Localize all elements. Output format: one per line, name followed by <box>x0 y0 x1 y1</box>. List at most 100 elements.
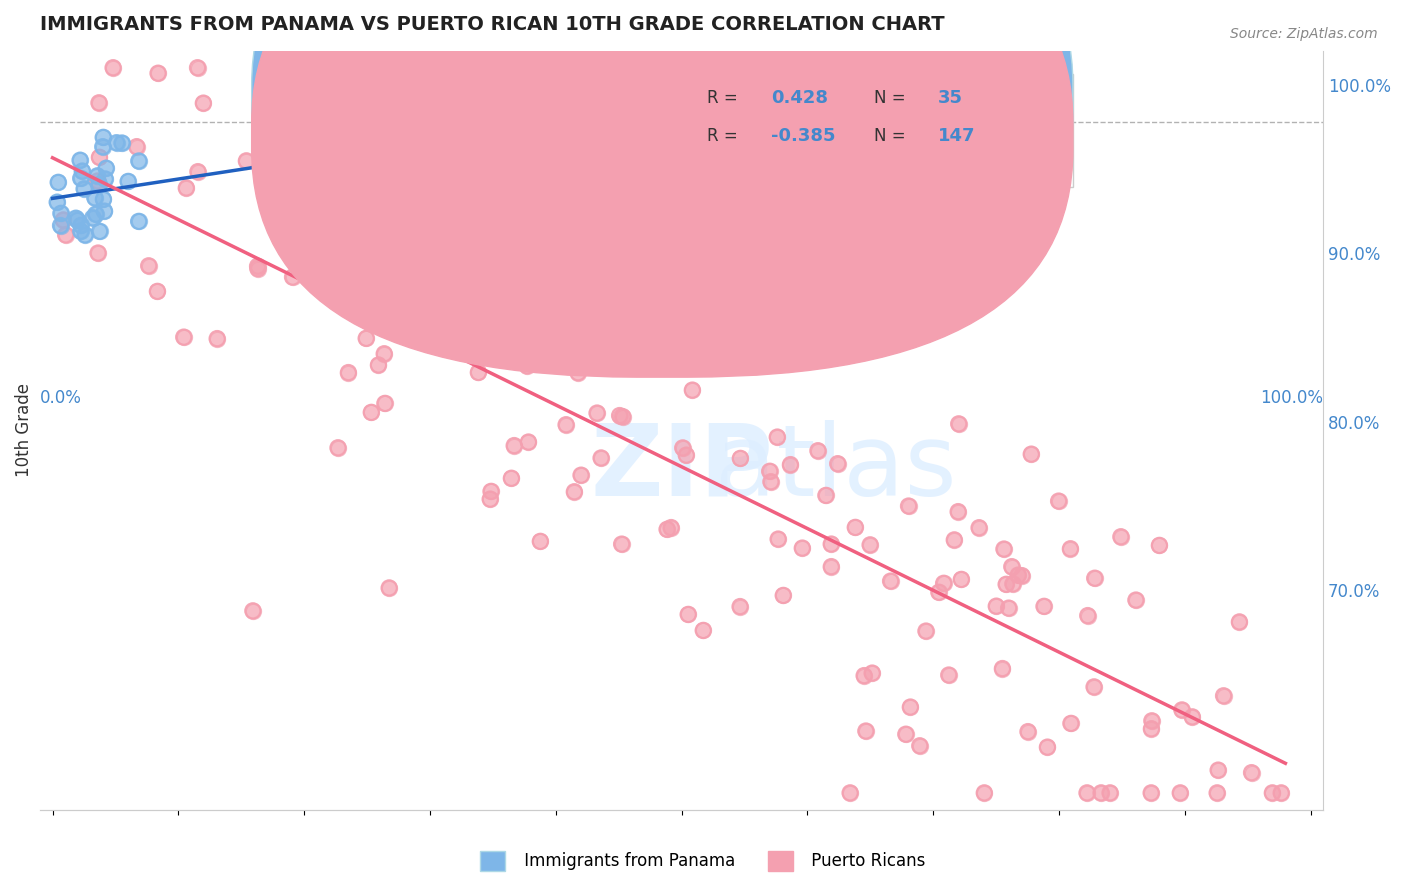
Point <box>402 326 425 341</box>
Point <box>1181 710 1204 724</box>
Point <box>373 347 395 361</box>
Point <box>378 581 401 595</box>
Point <box>586 406 609 420</box>
Point <box>897 499 920 513</box>
Point <box>449 309 471 323</box>
Point <box>1036 740 1059 755</box>
Point <box>93 193 115 207</box>
Point <box>205 332 228 346</box>
Point <box>591 450 613 465</box>
Point <box>503 438 526 452</box>
Point <box>779 458 801 472</box>
Point <box>995 577 1018 591</box>
Point <box>378 581 401 595</box>
Point <box>235 153 257 168</box>
Point <box>374 396 396 410</box>
Point <box>610 537 633 551</box>
Text: N =: N = <box>875 127 905 145</box>
Point <box>612 409 634 424</box>
Point <box>932 576 955 591</box>
Point <box>246 259 269 273</box>
Point <box>681 383 703 397</box>
Point <box>1011 568 1033 582</box>
Point <box>176 181 198 195</box>
Point <box>82 211 104 225</box>
Point <box>128 214 150 228</box>
Point <box>991 661 1014 675</box>
Point <box>392 277 415 291</box>
Point <box>853 668 876 682</box>
Point <box>276 197 298 211</box>
Point <box>898 700 921 714</box>
Point <box>72 164 94 178</box>
Point <box>52 213 75 227</box>
Point <box>1059 541 1081 556</box>
Point <box>1036 740 1059 755</box>
Point <box>434 126 457 140</box>
Point <box>766 532 789 546</box>
Point <box>844 520 866 534</box>
Point <box>650 301 672 316</box>
Point <box>73 227 96 242</box>
Point <box>1206 763 1229 777</box>
Text: Source: ZipAtlas.com: Source: ZipAtlas.com <box>1230 27 1378 41</box>
Point <box>1171 703 1194 717</box>
Point <box>411 293 433 308</box>
Point <box>636 321 658 335</box>
Point <box>49 206 72 220</box>
Point <box>1125 593 1147 607</box>
Point <box>451 213 474 227</box>
Point <box>859 538 882 552</box>
Point <box>839 786 862 800</box>
Point <box>986 599 1008 614</box>
Point <box>360 315 382 329</box>
Point <box>374 396 396 410</box>
Point <box>908 739 931 753</box>
Point <box>879 574 901 588</box>
Point <box>517 435 540 450</box>
Point <box>479 484 502 499</box>
Point <box>69 171 91 186</box>
Point <box>360 405 382 419</box>
Point <box>1047 494 1070 508</box>
Point <box>263 153 285 168</box>
Point <box>569 468 592 483</box>
Text: 147: 147 <box>938 127 976 145</box>
Point <box>138 259 160 273</box>
Point <box>636 321 658 335</box>
Point <box>503 438 526 452</box>
Point <box>772 589 794 603</box>
Point <box>128 153 150 168</box>
Text: 0.428: 0.428 <box>772 89 828 107</box>
Point <box>367 358 389 372</box>
Point <box>807 443 830 458</box>
Point <box>1270 786 1292 800</box>
Point <box>728 599 751 614</box>
Point <box>263 153 285 168</box>
Point <box>675 448 697 462</box>
Point <box>529 323 551 337</box>
Point <box>938 668 960 682</box>
Point <box>1001 577 1024 591</box>
Point <box>360 405 382 419</box>
Point <box>111 136 134 150</box>
Point <box>1109 530 1132 544</box>
Point <box>173 330 195 344</box>
Point <box>516 359 538 373</box>
Point <box>479 484 502 499</box>
Text: -0.385: -0.385 <box>772 127 835 145</box>
Point <box>46 175 69 189</box>
Point <box>55 227 77 242</box>
Point <box>73 182 96 196</box>
Point <box>449 309 471 323</box>
Point <box>94 172 117 186</box>
Point <box>546 186 568 201</box>
Point <box>246 261 269 276</box>
Point <box>820 537 842 551</box>
Point <box>91 130 114 145</box>
Point <box>187 164 209 178</box>
Point <box>894 727 917 741</box>
Point <box>898 700 921 714</box>
Point <box>1007 568 1029 582</box>
Point <box>267 128 290 143</box>
